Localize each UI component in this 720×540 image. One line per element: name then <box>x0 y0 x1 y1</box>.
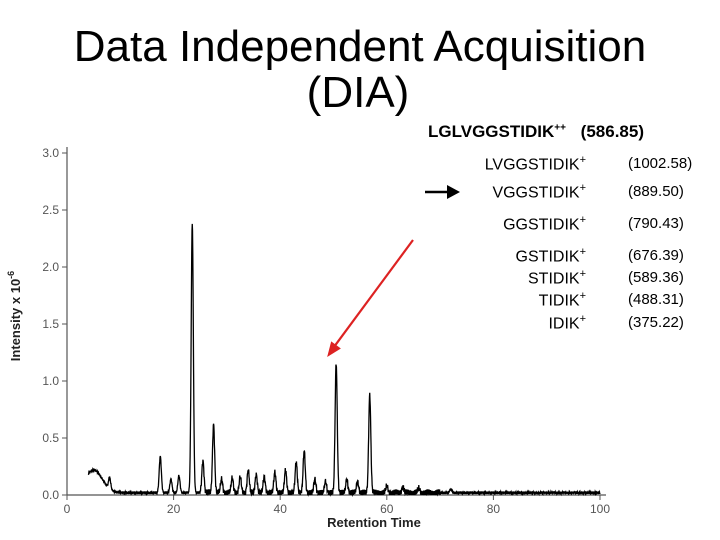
y-tick-label: 2.0 <box>42 260 59 274</box>
fragment-sequence: STIDIK <box>528 270 580 288</box>
fragment-ion-label: VGGSTIDIK+ <box>492 182 586 202</box>
precursor-ion: LGLVGGSTIDIK++ (586.85) <box>428 122 644 142</box>
fragment-mz: (790.43) <box>628 215 684 232</box>
x-axis-label: Retention Time <box>327 515 421 530</box>
x-tick-label: 0 <box>64 502 71 516</box>
red-arrow-head <box>327 341 341 358</box>
fragment-sequence: LVGGSTIDIK <box>484 156 580 174</box>
fragment-mz: (488.31) <box>628 291 684 308</box>
fragment-charge: + <box>579 214 586 226</box>
page-title-line-2: (DIA) <box>306 68 410 117</box>
fragment-charge: + <box>579 154 586 166</box>
red-annotation-arrow <box>332 239 414 349</box>
y-tick-label: 3.0 <box>42 146 59 160</box>
fragment-charge: + <box>579 268 586 280</box>
y-axis-label: Intensity x 10-6 <box>6 271 23 361</box>
fragment-charge: + <box>579 182 586 194</box>
y-tick-label: 0.0 <box>42 488 59 502</box>
y-axis-label-exponent: -6 <box>6 271 16 279</box>
y-tick-label: 2.5 <box>42 203 59 217</box>
fragment-ion-label: STIDIK+ <box>528 268 586 288</box>
chromatogram-trace <box>87 223 601 498</box>
fragment-sequence: IDIK <box>548 315 580 333</box>
y-tick-label: 1.5 <box>42 317 59 331</box>
fragment-charge: + <box>579 290 586 302</box>
fragment-ion-label: TIDIK+ <box>539 290 586 310</box>
chart-axes: 0.0 0.5 1.0 1.5 2.0 2.5 3.0 0 20 40 60 80 100 <box>42 146 610 516</box>
fragment-ion-label: LVGGSTIDIK+ <box>485 154 586 174</box>
page-title-line-1: Data Independent Acquisition <box>73 22 647 71</box>
fragment-sequence: GGSTIDIK <box>503 216 580 234</box>
x-tick-label: 60 <box>380 502 394 516</box>
fragment-mz: (889.50) <box>628 183 684 200</box>
fragment-charge: + <box>579 313 586 325</box>
y-axis-label-text: Intensity x 10 <box>8 279 23 361</box>
chromatogram-line <box>87 223 601 498</box>
fragment-mz: (375.22) <box>628 314 684 331</box>
x-tick-label: 100 <box>590 502 610 516</box>
y-tick-label: 1.0 <box>42 374 59 388</box>
x-tick-label: 20 <box>167 502 181 516</box>
fragment-sequence: GSTIDIK <box>515 248 580 266</box>
precursor-charge: ++ <box>554 122 566 134</box>
fragment-ion-label: IDIK+ <box>548 313 586 333</box>
x-tick-label: 80 <box>487 502 501 516</box>
chart-overlay: Retention Time Intensity x 10-6 <box>6 185 460 530</box>
precursor-mz: (586.85) <box>580 122 644 141</box>
precursor-label: LGLVGGSTIDIK <box>428 122 555 141</box>
fragment-mz: (589.36) <box>628 269 684 286</box>
fragment-mz: (676.39) <box>628 247 684 264</box>
arrows <box>327 185 460 358</box>
black-pointer-arrow-head <box>447 185 460 199</box>
x-tick-label: 40 <box>274 502 288 516</box>
fragment-ion-label: GGSTIDIK+ <box>503 214 586 234</box>
fragment-sequence: VGGSTIDIK <box>492 184 580 202</box>
fragment-sequence: TIDIK <box>538 292 580 310</box>
fragment-mz: (1002.58) <box>628 155 693 172</box>
fragment-charge: + <box>579 246 586 258</box>
fragment-ion-label: GSTIDIK+ <box>516 246 586 266</box>
y-tick-label: 0.5 <box>42 431 59 445</box>
